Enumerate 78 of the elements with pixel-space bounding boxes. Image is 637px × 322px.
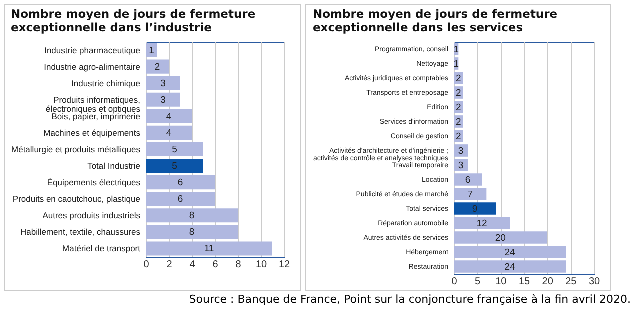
y-tick-label: Produits en caoutchouc, plastique: [12, 194, 141, 204]
data-label: 2: [456, 131, 462, 142]
x-tick-label: 6: [212, 260, 219, 270]
bar: [146, 192, 215, 206]
data-label: 9: [472, 204, 478, 215]
x-tick-label: 12: [278, 260, 290, 270]
data-label: 6: [178, 178, 184, 189]
bar: [146, 126, 192, 140]
data-label: 24: [504, 262, 516, 273]
data-label: 11: [204, 244, 214, 255]
data-label: 2: [456, 88, 462, 99]
data-label: 24: [504, 247, 516, 258]
data-label: 6: [178, 194, 184, 206]
data-label: 4: [166, 128, 172, 139]
bar: [454, 246, 566, 258]
data-label: 2: [154, 62, 160, 73]
x-tick-label: 8: [236, 260, 242, 270]
data-label: 12: [476, 218, 488, 230]
y-tick-label: Équipements électriques: [47, 178, 140, 188]
x-tick-label: 0: [144, 260, 150, 270]
data-label: 2: [456, 73, 462, 84]
y-tick-label: Total Industrie: [88, 161, 141, 172]
bar: [146, 208, 238, 223]
y-tick-label: Industrie agro-alimentaire: [44, 62, 141, 72]
data-label: 3: [458, 146, 464, 157]
data-label: 7: [468, 189, 473, 200]
x-tick-label: 10: [256, 260, 268, 270]
bar: [454, 202, 496, 215]
bar: [146, 142, 204, 157]
x-tick-label: 2: [166, 260, 173, 270]
bar: [454, 217, 510, 230]
bar: [454, 260, 566, 273]
x-tick-label: 20: [542, 276, 554, 288]
data-label: 5: [172, 144, 178, 156]
x-tick-label: 4: [190, 260, 196, 270]
x-tick-label: 30: [588, 276, 600, 288]
bar: [454, 188, 487, 200]
source-note: Source : Banque de France, Point sur la conjoncture française à la fin avril 2020.: [188, 293, 632, 306]
data-label: 1: [454, 58, 459, 70]
data-label: 3: [160, 78, 166, 90]
x-tick-label: 10: [496, 276, 508, 288]
data-label: 8: [189, 210, 195, 222]
bar: [454, 232, 548, 244]
bar: [146, 60, 169, 74]
y-tick-label: Matériel de transport: [62, 244, 142, 254]
bar: [146, 176, 215, 190]
bar: [146, 92, 180, 107]
x-tick-label: 0: [452, 276, 458, 288]
data-label: 6: [465, 174, 471, 186]
y-tick-label: Produits informatiques, électroniques et optiques: [46, 94, 140, 114]
bar: [146, 242, 272, 256]
data-label: 3: [160, 94, 166, 106]
y-tick-label: Machines et équipements: [44, 128, 140, 138]
data-label: 3: [458, 160, 464, 172]
x-tick-label: 15: [518, 276, 530, 288]
bar: [146, 109, 192, 124]
data-label: 2: [456, 116, 462, 128]
x-tick-label: 5: [475, 276, 482, 288]
bar: [146, 76, 180, 90]
y-tick-label: Industrie pharmaceutique: [44, 45, 141, 56]
x-tick-label: 25: [566, 276, 578, 288]
chart-title: Nombre moyen de jours de fermeture exceptionnelle dans l’industrie: [11, 7, 256, 34]
data-label: 5: [172, 161, 178, 172]
bar: [146, 43, 158, 58]
data-label: 4: [166, 111, 172, 122]
bar: [146, 225, 238, 240]
data-label: 8: [189, 227, 195, 238]
chart-title: Nombre moyen de jours de fermeture exceptionnelle dans les services: [312, 7, 558, 34]
data-label: 20: [495, 232, 506, 244]
data-label: 1: [149, 45, 154, 56]
y-tick-label: Autres produits industriels: [42, 210, 140, 221]
bar: [146, 159, 204, 174]
bar: [454, 174, 482, 186]
data-label: 1: [454, 44, 459, 56]
data-label: 2: [456, 102, 462, 114]
y-tick-label: Habillement, textile, chaussures: [20, 227, 140, 238]
y-tick-label: Industrie chimique: [72, 78, 141, 88]
y-tick-label: Métallurgie et produits métalliques: [12, 144, 140, 154]
